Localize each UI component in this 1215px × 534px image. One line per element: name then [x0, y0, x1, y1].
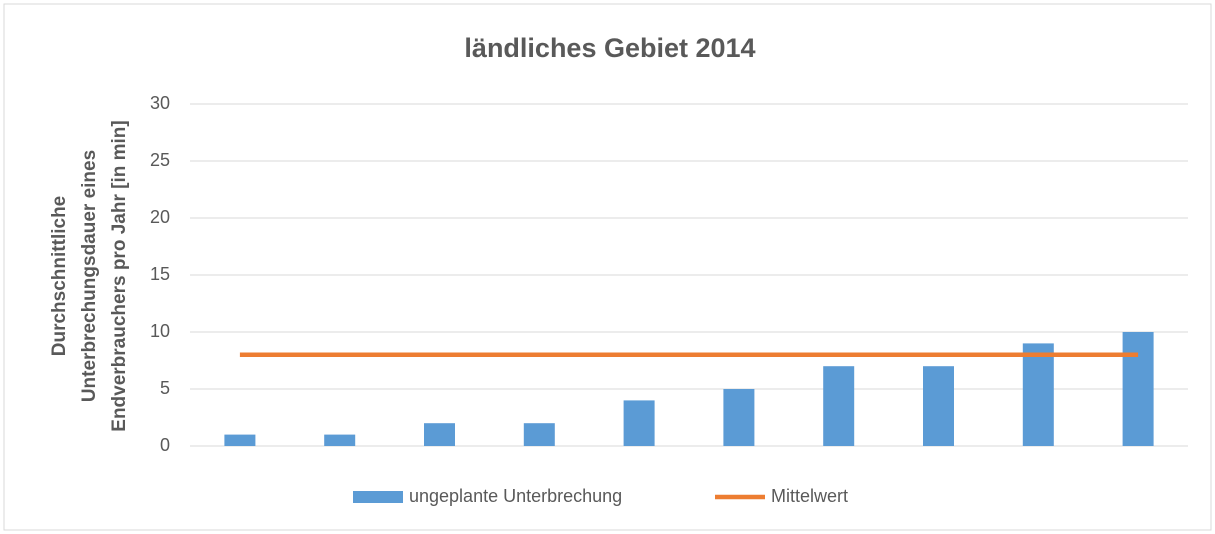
- y-tick-label: 30: [150, 93, 170, 113]
- legend-label: ungeplante Unterbrechung: [409, 486, 622, 506]
- legend-swatch: [353, 491, 403, 503]
- chart-frame: [3, 3, 1212, 531]
- y-tick-label: 10: [150, 321, 170, 341]
- y-tick-label: 0: [160, 435, 170, 455]
- legend-label: Mittelwert: [771, 486, 848, 506]
- bar: [1122, 332, 1154, 446]
- y-tick-label: 20: [150, 207, 170, 227]
- bar: [1022, 343, 1054, 446]
- y-axis-label: Durchschnittliche Unterbrechungsdauer ei…: [49, 120, 130, 431]
- y-axis-label-line: Endverbrauchers pro Jahr [in min]: [109, 120, 130, 431]
- y-tick-label: 15: [150, 264, 170, 284]
- chart-title: ländliches Gebiet 2014: [464, 33, 755, 63]
- y-axis-label-line: Durchschnittliche: [49, 196, 70, 356]
- bar: [424, 423, 455, 446]
- bar: [823, 366, 855, 446]
- bar: [224, 434, 256, 446]
- bar: [923, 366, 954, 446]
- bar: [324, 434, 356, 446]
- y-axis-label-line: Unterbrechungsdauer eines: [79, 150, 100, 402]
- bar: [523, 423, 555, 446]
- bar: [723, 389, 755, 446]
- y-tick-label: 5: [160, 378, 170, 398]
- bar: [623, 400, 655, 446]
- y-tick-label: 25: [150, 150, 170, 170]
